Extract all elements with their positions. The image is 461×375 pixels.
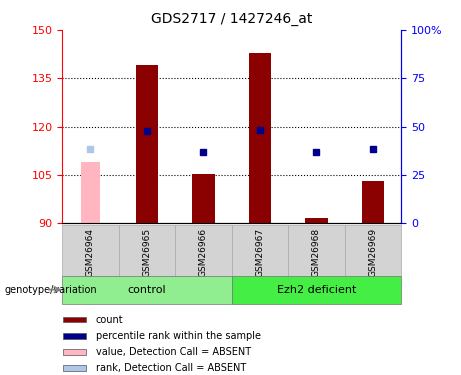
Text: percentile rank within the sample: percentile rank within the sample <box>96 331 261 341</box>
Bar <box>231 225 288 276</box>
Bar <box>248 53 271 223</box>
Text: genotype/variation: genotype/variation <box>5 285 97 295</box>
Text: count: count <box>96 315 124 325</box>
Bar <box>231 276 401 304</box>
Bar <box>62 276 231 304</box>
Bar <box>136 65 158 223</box>
Bar <box>192 174 215 223</box>
Text: value, Detection Call = ABSENT: value, Detection Call = ABSENT <box>96 347 251 357</box>
Bar <box>81 162 100 223</box>
Text: Ezh2 deficient: Ezh2 deficient <box>277 285 356 295</box>
Bar <box>64 333 86 339</box>
Text: GSM26968: GSM26968 <box>312 228 321 277</box>
Text: GSM26966: GSM26966 <box>199 228 208 277</box>
Bar <box>64 316 86 322</box>
Title: GDS2717 / 1427246_at: GDS2717 / 1427246_at <box>151 12 313 26</box>
Text: rank, Detection Call = ABSENT: rank, Detection Call = ABSENT <box>96 363 246 373</box>
Bar <box>305 218 328 223</box>
Bar <box>64 349 86 355</box>
Bar <box>175 225 231 276</box>
Bar <box>361 181 384 223</box>
Text: GSM26964: GSM26964 <box>86 228 95 276</box>
Text: control: control <box>128 285 166 295</box>
Bar <box>62 225 118 276</box>
Text: GSM26965: GSM26965 <box>142 228 152 277</box>
Bar <box>288 225 344 276</box>
Bar <box>64 365 86 371</box>
Bar <box>118 225 175 276</box>
Text: GSM26969: GSM26969 <box>368 228 378 277</box>
Bar <box>344 225 401 276</box>
Text: GSM26967: GSM26967 <box>255 228 265 277</box>
